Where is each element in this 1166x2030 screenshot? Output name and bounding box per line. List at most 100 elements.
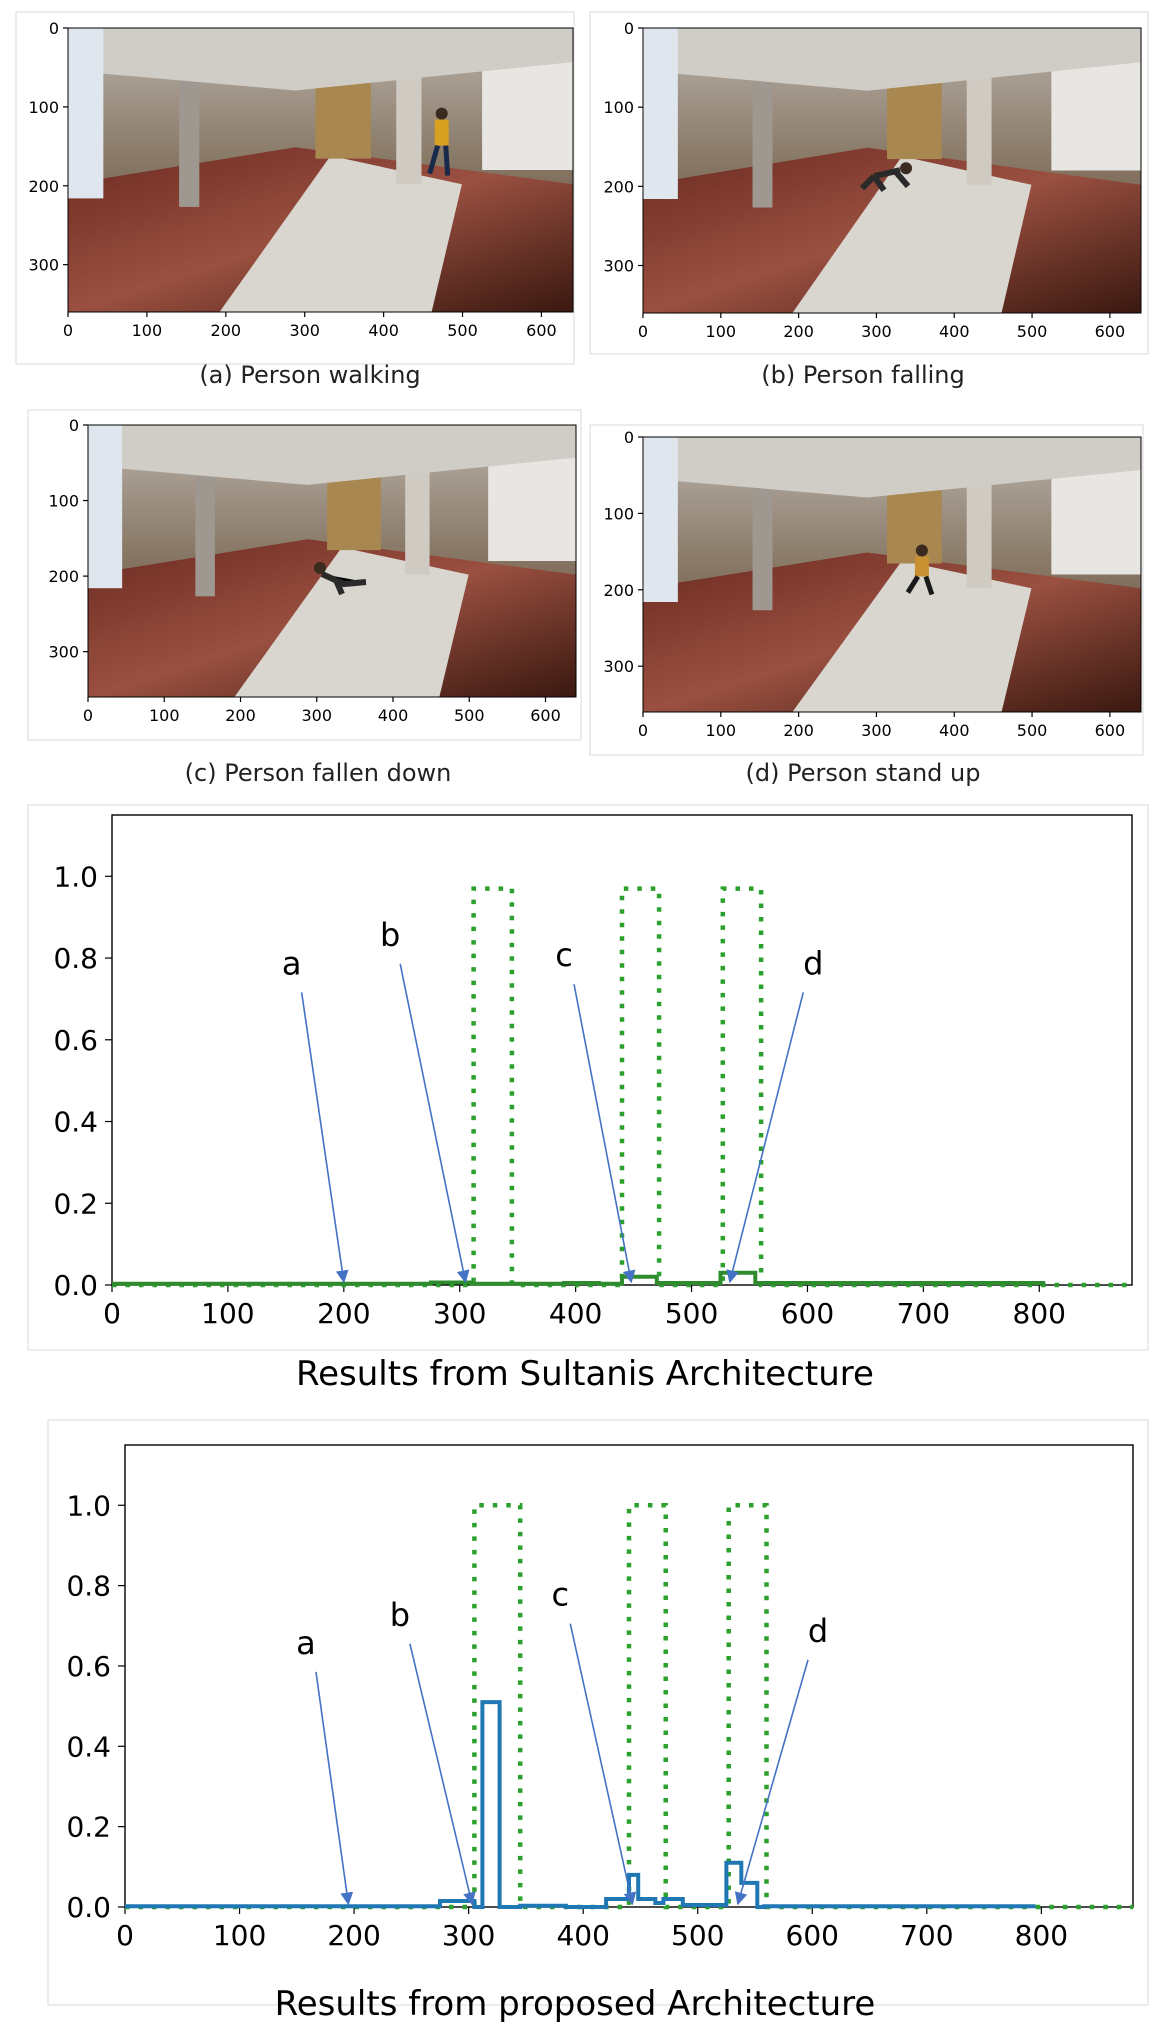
x-tick-label: 300 <box>442 1919 495 1952</box>
frame-y-tick-label: 100 <box>603 98 634 117</box>
annotation-label-a: a <box>296 1624 316 1662</box>
chart-panel-frame <box>27 804 1149 1351</box>
annotation-arrow-b <box>409 1643 476 1906</box>
x-tick-label: 800 <box>1015 1919 1068 1952</box>
scene-left-window <box>88 425 123 589</box>
frame-caption: (c) Person fallen down <box>185 759 452 787</box>
frame-x-tick-label: 200 <box>211 321 242 340</box>
chart-proposed: 0 100 200 300 400 500 600 700 800 0.0 0.2 0.4 0.6 0.8… <box>47 1419 1149 2024</box>
frame-border <box>27 409 582 741</box>
frame-caption: (a) Person walking <box>199 361 420 389</box>
scene-walkway <box>219 155 462 312</box>
y-tick-label: 1.0 <box>53 860 98 893</box>
series-line-ground-truth <box>125 1503 1133 1910</box>
frame-x-tick-label: 200 <box>225 706 256 725</box>
frame-axes: 0 100 200 300 400 500 600 0 100 200 300 <box>603 19 1142 341</box>
frame-axes-box <box>642 27 1142 314</box>
frame-y-tick-label: 0 <box>69 416 79 435</box>
annotation-arrow-d <box>726 992 805 1284</box>
x-tick-label: 200 <box>327 1919 380 1952</box>
scene-left-window <box>643 437 678 602</box>
frame-axes-box <box>642 436 1142 713</box>
series-line-ground-truth <box>112 886 1132 1288</box>
frame-x-tick-label: 500 <box>1017 322 1048 341</box>
frame-y-tick-label: 300 <box>48 643 79 662</box>
frame-x-tick-label: 0 <box>63 321 73 340</box>
person-falling <box>859 162 913 192</box>
frame-x-tick-label: 300 <box>289 321 320 340</box>
annotation-arrow-a <box>315 1671 354 1906</box>
frame-x-tick-label: 400 <box>939 721 970 740</box>
scene-column <box>179 50 200 207</box>
frame-caption: (b) Person falling <box>761 361 964 389</box>
frame-x-tick-label: 100 <box>149 706 180 725</box>
frame-y-tick-label: 100 <box>48 492 79 511</box>
frame-y-tick-label: 200 <box>603 581 634 600</box>
scene-walkway <box>234 547 469 697</box>
frame-x-tick-label: 200 <box>783 721 814 740</box>
y-tick-label: 0.8 <box>66 1570 111 1603</box>
person-standing-up <box>905 544 935 596</box>
person-walking <box>427 107 451 176</box>
frame-y-tick-label: 0 <box>49 19 59 38</box>
person-fallen <box>314 562 367 596</box>
scene-ceiling <box>643 437 1141 498</box>
y-tick-label: 0.4 <box>66 1730 111 1763</box>
frame-axes: 0 100 200 300 400 500 600 0 100 200 300 <box>28 19 574 340</box>
frame-x-tick-label: 300 <box>861 721 892 740</box>
x-axis-label: Results from proposed Architecture <box>275 1984 876 2024</box>
x-tick-label: 700 <box>897 1297 950 1330</box>
y-tick-label: 1.0 <box>66 1489 111 1522</box>
frame-x-tick-label: 600 <box>530 706 561 725</box>
x-tick-label: 600 <box>786 1919 839 1952</box>
frame-x-tick-label: 400 <box>939 322 970 341</box>
annotation-label-a: a <box>282 944 302 982</box>
scene-column <box>752 50 773 208</box>
frame-panel-b: 0 100 200 300 400 500 600 0 100 200 300 (b) Person … <box>589 11 1149 389</box>
annotation-label-c: c <box>555 936 573 974</box>
scene-elevator <box>887 486 942 564</box>
scene-ceiling <box>68 28 573 91</box>
frame-image <box>643 437 1141 712</box>
scene-left-window <box>68 28 104 199</box>
chart-marks: 0 100 200 300 400 500 600 700 800 0.0 0.2 0.4 0.6 0.8… <box>66 1489 1133 1952</box>
frame-border <box>589 424 1144 756</box>
frame-image <box>88 425 576 697</box>
annotation-arrow-b <box>399 963 470 1284</box>
scene-elevator <box>887 79 942 160</box>
frame-panel-c: 0 100 200 300 400 500 600 0 100 200 300 (c) Person … <box>27 409 582 787</box>
annotation-label-d: d <box>808 1612 828 1650</box>
x-tick-label: 500 <box>671 1919 724 1952</box>
chart-panel-frame <box>47 1419 1149 2006</box>
annotation-arrow-c <box>569 1623 637 1906</box>
scene-ceiling <box>88 425 576 485</box>
annotation-label-d: d <box>803 944 823 982</box>
x-tick-label: 0 <box>116 1919 134 1952</box>
frame-axes-box <box>67 27 574 313</box>
frame-y-tick-label: 200 <box>28 177 59 196</box>
x-axis-label: Results from Sultanis Architecture <box>296 1354 874 1394</box>
frame-x-tick-label: 600 <box>526 321 557 340</box>
frame-x-tick-label: 300 <box>301 706 332 725</box>
frame-x-tick-label: 0 <box>83 706 93 725</box>
scene-walkway <box>792 560 1032 712</box>
series-line-prediction <box>112 1270 1046 1286</box>
frame-x-tick-label: 600 <box>1095 721 1126 740</box>
frame-x-tick-label: 400 <box>368 321 399 340</box>
frame-x-tick-label: 0 <box>638 322 648 341</box>
annotation-arrow-a <box>300 992 349 1284</box>
scene-walkway <box>792 156 1032 313</box>
frames-layer: 0 100 200 300 400 500 600 0 100 200 300 (a) Person … <box>15 11 1149 787</box>
frame-x-tick-label: 300 <box>861 322 892 341</box>
frame-x-tick-label: 400 <box>378 706 409 725</box>
x-tick-label: 400 <box>549 1297 602 1330</box>
y-tick-label: 0.0 <box>53 1269 98 1302</box>
x-tick-label: 500 <box>665 1297 718 1330</box>
annotation-label-b: b <box>380 916 400 954</box>
annotation-label-c: c <box>551 1576 569 1614</box>
frame-image <box>68 28 573 312</box>
scene-elevator <box>315 79 371 159</box>
x-tick-label: 600 <box>781 1297 834 1330</box>
scene-elevator <box>327 473 381 551</box>
chart-sultanis: 0 100 200 300 400 500 600 700 800 0.0 0.2 0.4 0.6 0.8… <box>27 804 1149 1394</box>
